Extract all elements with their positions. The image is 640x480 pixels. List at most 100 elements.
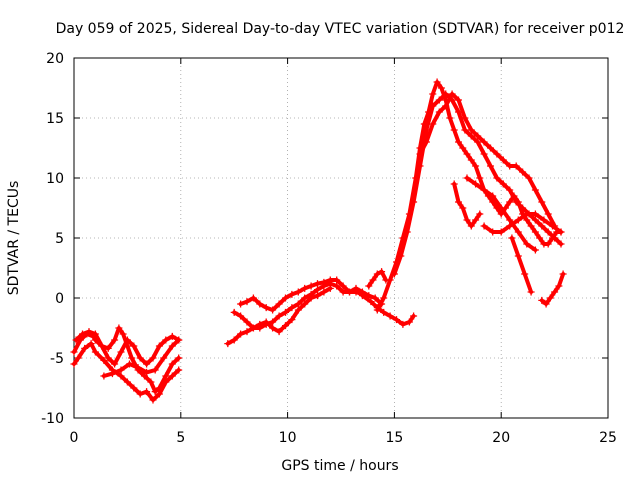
data-point xyxy=(282,308,289,316)
data-point xyxy=(487,144,494,152)
data-point xyxy=(98,342,106,350)
series-trace xyxy=(539,272,566,306)
data-point xyxy=(333,276,341,284)
data-point xyxy=(422,138,430,146)
data-point xyxy=(480,222,488,230)
series-track-13 xyxy=(450,180,484,230)
y-tick-label: 0 xyxy=(55,291,64,307)
data-point xyxy=(288,290,296,298)
data-point xyxy=(314,280,321,288)
data-point xyxy=(108,370,116,378)
data-point xyxy=(243,328,251,336)
data-point xyxy=(521,270,529,278)
data-point xyxy=(487,162,494,170)
data-point xyxy=(249,324,257,332)
x-tick-label: 10 xyxy=(279,430,297,446)
data-point xyxy=(230,336,238,344)
data-point xyxy=(275,300,283,308)
series-trace xyxy=(418,92,557,228)
x-tick-label: 15 xyxy=(385,430,403,446)
data-point xyxy=(538,296,546,304)
data-point xyxy=(147,378,155,386)
data-point xyxy=(326,284,334,292)
series-trace xyxy=(509,236,534,294)
data-point xyxy=(168,332,176,340)
data-point xyxy=(307,294,315,302)
data-point xyxy=(493,174,501,182)
data-point xyxy=(249,294,257,302)
data-point xyxy=(551,288,559,296)
data-point xyxy=(100,356,108,364)
data-point xyxy=(506,198,514,206)
data-point xyxy=(155,342,163,350)
data-point xyxy=(399,320,407,328)
data-point xyxy=(480,138,488,146)
data-point xyxy=(508,234,516,242)
data-point xyxy=(493,150,501,158)
data-point xyxy=(136,354,144,362)
data-point xyxy=(476,210,484,218)
data-point xyxy=(111,360,119,368)
data-point xyxy=(81,344,89,352)
data-point xyxy=(489,192,497,200)
data-point xyxy=(531,216,539,224)
data-point xyxy=(91,348,99,356)
data-point xyxy=(70,348,78,356)
y-tick-label: 5 xyxy=(55,231,64,247)
data-point xyxy=(339,282,347,290)
series-trace xyxy=(482,212,563,234)
data-point xyxy=(544,210,552,218)
data-point xyxy=(390,270,398,278)
data-point xyxy=(301,300,309,308)
x-tick-labels: 0 5 10 15 20 25 xyxy=(70,430,617,446)
series-track-12 xyxy=(416,90,559,230)
data-point xyxy=(416,150,424,158)
data-point xyxy=(224,340,232,348)
data-point xyxy=(314,292,321,300)
data-point xyxy=(544,240,552,248)
data-point xyxy=(527,288,535,296)
data-point xyxy=(117,372,125,380)
data-point xyxy=(175,366,183,374)
data-point xyxy=(151,366,159,374)
series-track-10 xyxy=(373,78,565,314)
data-point xyxy=(168,342,176,350)
data-point xyxy=(269,306,277,314)
data-point xyxy=(143,388,151,396)
series-trace xyxy=(232,286,333,334)
data-point xyxy=(467,156,475,164)
data-point xyxy=(371,294,379,302)
data-point xyxy=(160,354,168,362)
data-point xyxy=(256,320,264,328)
data-point xyxy=(128,354,136,362)
data-point xyxy=(450,126,458,134)
data-point xyxy=(294,288,302,296)
data-point xyxy=(435,108,443,116)
data-point xyxy=(119,330,127,338)
data-point xyxy=(294,306,302,314)
data-point xyxy=(143,360,151,368)
data-point xyxy=(461,126,469,134)
data-point xyxy=(168,360,176,368)
data-point xyxy=(380,308,388,316)
y-tick-label: 15 xyxy=(46,111,64,127)
data-point xyxy=(288,304,296,312)
data-point xyxy=(519,204,527,212)
data-point xyxy=(459,144,467,152)
data-point xyxy=(536,234,544,242)
data-point xyxy=(162,378,170,386)
data-point xyxy=(130,342,138,350)
series-track-15 xyxy=(463,174,539,254)
data-point xyxy=(512,198,520,206)
data-point xyxy=(130,384,138,392)
x-tick-label: 5 xyxy=(176,430,185,446)
x-tick-label: 0 xyxy=(70,430,79,446)
data-point xyxy=(557,240,565,248)
data-point xyxy=(559,270,567,278)
data-point xyxy=(230,308,238,316)
data-point xyxy=(301,294,309,302)
data-point xyxy=(442,102,450,110)
data-point xyxy=(429,102,437,110)
series-track-9 xyxy=(365,268,390,290)
